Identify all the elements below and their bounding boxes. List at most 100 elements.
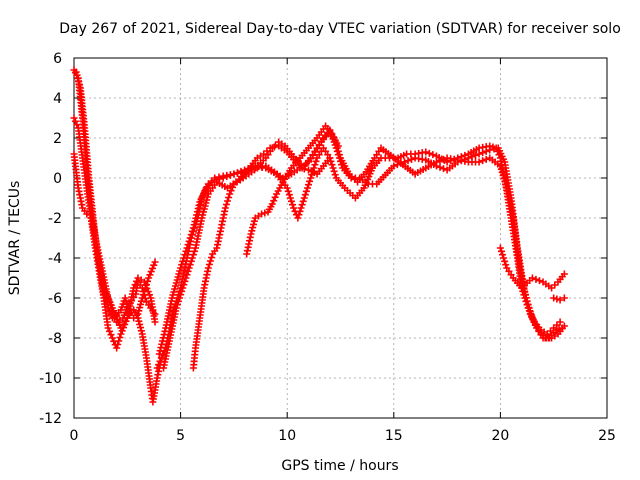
data-point (479, 149, 487, 157)
data-point (74, 74, 82, 82)
data-point (188, 227, 196, 235)
data-point (335, 151, 343, 159)
data-point (500, 175, 508, 183)
data-point (106, 327, 114, 335)
data-point (108, 314, 116, 322)
plot-frame (73, 57, 608, 419)
data-point (145, 274, 153, 282)
series-track-8 (189, 154, 334, 372)
data-point (436, 163, 444, 171)
data-point (136, 304, 144, 312)
data-point (299, 197, 307, 205)
y-axis-title: SDTVAR / TECUs (7, 181, 23, 296)
data-point (116, 334, 124, 341)
data-point (498, 168, 506, 176)
data-point (208, 254, 216, 261)
y-tick-label: -8 (48, 331, 62, 347)
data-point (326, 154, 334, 162)
data-point (176, 294, 184, 302)
data-point (143, 284, 151, 292)
data-point (268, 200, 276, 208)
x-tick-label: 20 (491, 428, 509, 444)
data-point (523, 297, 531, 305)
data-point (226, 190, 234, 198)
data-point (183, 244, 191, 252)
chart-title: Day 267 of 2021, Sidereal Day-to-day VTE… (59, 21, 621, 37)
data-point (432, 158, 440, 166)
data-point (501, 178, 509, 186)
series-track-9 (243, 122, 342, 258)
x-tick-label: 10 (278, 428, 296, 444)
data-point (113, 344, 121, 352)
data-point (108, 334, 116, 342)
data-point (479, 157, 487, 165)
data-point (177, 264, 185, 272)
data-point (157, 354, 165, 362)
data-point (532, 275, 540, 283)
data-point (248, 227, 256, 235)
data-point (482, 147, 490, 155)
data-point (311, 161, 319, 169)
axis-ticks: 0 5 10 15 20 25 -12 -10 -8 -6 -4 -2 0 2 4 6 (39, 51, 616, 444)
data-point (151, 318, 159, 326)
data-point (296, 164, 304, 172)
data-point (71, 117, 79, 125)
data-point (286, 194, 294, 202)
data-point (184, 241, 192, 249)
x-tick-label: 5 (176, 428, 185, 444)
data-point (180, 281, 188, 289)
data-point (114, 341, 122, 348)
data-point (226, 171, 234, 179)
x-tick-label: 15 (385, 428, 403, 444)
data-point (186, 261, 194, 269)
data-point (117, 330, 125, 338)
data-point (181, 251, 189, 259)
data-point (270, 197, 278, 205)
data-point (560, 294, 568, 302)
data-point (130, 284, 138, 292)
data-point (221, 204, 229, 212)
data-point (250, 217, 258, 225)
data-point (145, 291, 153, 299)
data-point (497, 165, 505, 173)
data-point (150, 261, 158, 269)
data-point (404, 157, 412, 165)
data-point (560, 322, 568, 330)
data-point (284, 187, 292, 195)
data-point (223, 173, 231, 181)
data-point (499, 171, 507, 179)
data-point (302, 187, 310, 195)
data-point (73, 71, 81, 79)
y-tick-label: -6 (48, 291, 62, 307)
data-point (330, 167, 338, 175)
data-point (300, 165, 308, 173)
data-point (189, 251, 197, 259)
y-tick-label: -12 (39, 411, 62, 427)
data-point (440, 165, 448, 173)
data-point (253, 164, 261, 172)
data-point (501, 257, 509, 265)
data-point (181, 277, 189, 285)
data-point (270, 143, 278, 151)
data-point (228, 183, 236, 191)
data-point (552, 326, 560, 334)
data-point (296, 207, 304, 215)
data-point (172, 304, 180, 312)
data-point (524, 301, 532, 309)
data-point (184, 267, 192, 275)
x-tick-label: 25 (598, 428, 616, 444)
data-point (285, 191, 293, 199)
x-tick-label: 0 (70, 428, 79, 444)
data-point (307, 174, 315, 182)
y-tick-label: -4 (48, 251, 62, 267)
data-point (219, 174, 227, 182)
data-point (147, 268, 155, 276)
y-tick-label: 4 (53, 91, 62, 107)
data-point (222, 201, 230, 208)
data-point (104, 324, 112, 332)
data-point (502, 261, 510, 269)
data-point (500, 254, 508, 262)
data-point (295, 211, 303, 219)
data-point (135, 317, 143, 325)
data-point (250, 220, 258, 228)
